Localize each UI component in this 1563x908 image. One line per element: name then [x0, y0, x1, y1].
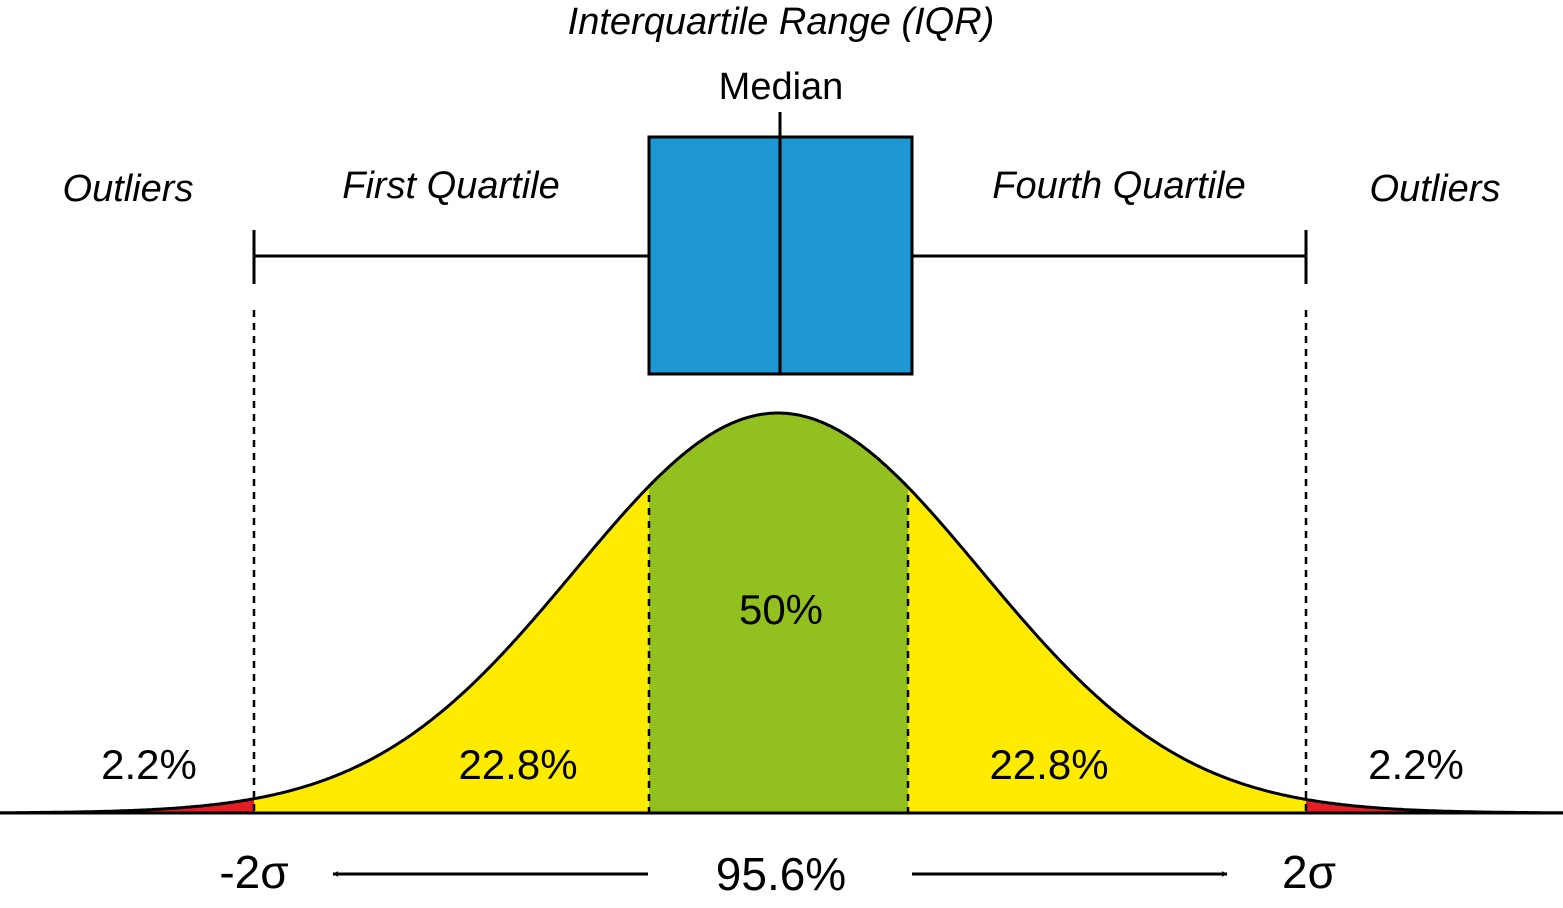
plus-two-sigma-label: 2σ: [1282, 846, 1336, 898]
fourth-quartile-label: Fourth Quartile: [992, 165, 1245, 207]
first-quartile-percent: 22.8%: [458, 741, 577, 788]
minus-two-sigma-label: -2σ: [219, 846, 288, 898]
fourth-quartile-region: [908, 487, 1306, 813]
outliers-left-label: Outliers: [63, 168, 194, 210]
outliers-right-label: Outliers: [1370, 168, 1501, 210]
right-tail-percent: 2.2%: [1368, 741, 1464, 788]
center-percent: 50%: [739, 586, 823, 633]
fourth-quartile-percent: 22.8%: [989, 741, 1108, 788]
left-tail-region: [0, 798, 254, 813]
median-label: Median: [719, 66, 844, 108]
first-quartile-label: First Quartile: [342, 165, 559, 207]
right-tail-region: [1306, 799, 1563, 813]
bell-curve: [0, 411, 1563, 815]
first-quartile-region: [254, 486, 649, 813]
center-region: [649, 413, 908, 813]
iqr-label: Interquartile Range (IQR): [568, 1, 995, 43]
span-percent-label: 95.6%: [716, 848, 846, 900]
left-tail-percent: 2.2%: [101, 741, 197, 788]
